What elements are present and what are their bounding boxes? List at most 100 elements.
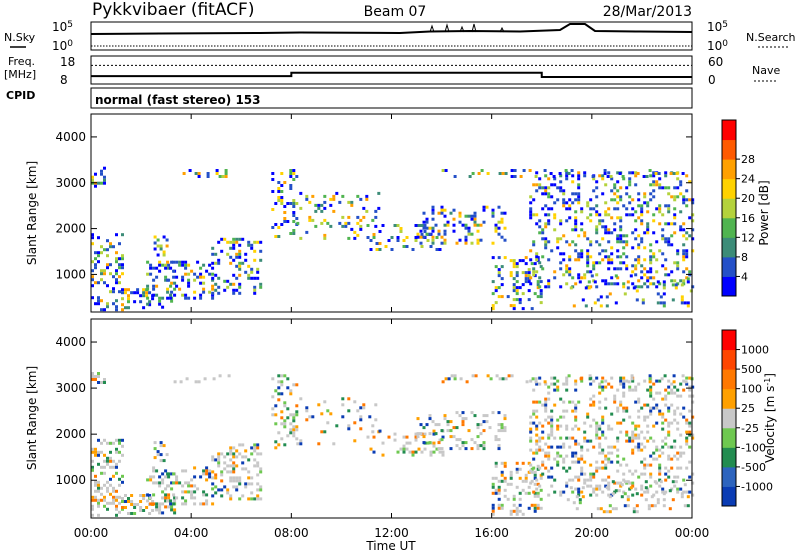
echo-cell [583, 421, 587, 425]
echo-cell [435, 248, 439, 251]
echo-cell [628, 195, 632, 199]
echo-cell [247, 243, 251, 247]
echo-cell [211, 266, 215, 270]
echo-cell [598, 445, 602, 449]
echo-cell [97, 381, 100, 384]
echo-cell [121, 303, 124, 307]
echo-cell [196, 275, 200, 279]
echo-cell [589, 493, 593, 497]
echo-cell [223, 237, 227, 241]
echo-cell [589, 484, 593, 488]
noise-ytick-left-top: 105 [52, 20, 73, 34]
echo-cell [538, 484, 542, 488]
echo-cell [664, 240, 668, 244]
echo-cell [437, 211, 441, 215]
echo-cell [670, 457, 674, 461]
echo-cell [208, 475, 212, 479]
echo-cell [577, 493, 581, 497]
echo-cell [667, 424, 671, 428]
echo-cell [652, 213, 656, 217]
echo-cell [541, 192, 545, 196]
echo-cell [420, 245, 424, 248]
echo-cell [535, 252, 539, 256]
echo-cell [103, 438, 106, 442]
echo-cell [431, 217, 435, 221]
echo-cell [498, 172, 502, 175]
echo-cell [547, 454, 551, 458]
cpid-label: CPID [6, 89, 35, 102]
echo-cell [494, 301, 498, 305]
echo-cell [622, 409, 626, 413]
echo-cell [531, 377, 535, 381]
y-tick-label: 2000 [55, 222, 86, 236]
echo-cell [124, 500, 127, 503]
echo-cell [536, 283, 540, 287]
echo-cell [170, 260, 174, 264]
echo-cell [296, 442, 300, 446]
echo-cell [121, 288, 124, 292]
echo-cell [166, 260, 170, 264]
echo-cell [103, 175, 106, 179]
echo-cell [459, 377, 463, 381]
echo-cell [146, 478, 150, 482]
echo-cell [103, 471, 106, 475]
echo-cell [607, 445, 611, 449]
echo-cell [381, 441, 385, 445]
echo-cell [562, 415, 566, 419]
echo-cell [577, 490, 581, 494]
echo-cell [94, 184, 97, 188]
echo-cell [601, 192, 605, 196]
echo-cell [682, 406, 686, 410]
echo-cell [164, 275, 168, 279]
echo-cell [362, 403, 366, 407]
echo-cell [640, 448, 644, 452]
echo-cell [103, 281, 106, 285]
echo-cell [425, 217, 429, 221]
echo-cell [280, 190, 284, 193]
echo-cell [529, 258, 533, 262]
echo-cell [149, 475, 153, 479]
echo-cell [491, 491, 495, 495]
echo-cell [205, 499, 209, 503]
echo-cell [637, 243, 641, 247]
echo-cell [476, 444, 480, 448]
echo-cell [646, 222, 650, 226]
echo-cell [446, 223, 450, 227]
echo-cell [299, 439, 303, 443]
echo-cell [326, 421, 330, 425]
echo-cell [97, 372, 100, 375]
echo-cell [166, 296, 170, 300]
echo-cell [562, 252, 566, 256]
echo-cell [274, 202, 278, 205]
echo-cell [121, 500, 124, 503]
echo-cell [115, 489, 118, 493]
echo-cell [97, 486, 100, 490]
echo-cell [94, 498, 97, 502]
echo-cell [550, 430, 554, 434]
echo-cell [524, 274, 528, 278]
echo-cell [686, 277, 690, 281]
echo-cell [674, 480, 678, 484]
echo-cell [184, 499, 188, 503]
echo-cell [532, 213, 536, 217]
echo-cell [691, 436, 695, 440]
echo-cell [539, 488, 543, 492]
echo-cell [94, 281, 97, 285]
echo-cell [158, 508, 162, 512]
echo-cell [103, 459, 106, 463]
echo-cell [541, 430, 545, 434]
echo-cell [539, 295, 543, 299]
echo-cell [530, 479, 534, 483]
echo-cell [664, 204, 668, 208]
echo-cell [518, 509, 522, 513]
echo-cell [655, 258, 659, 262]
echo-cell [494, 265, 498, 269]
echo-cell [440, 205, 444, 209]
echo-cell [634, 183, 638, 187]
echo-cell [232, 282, 236, 286]
echo-cell [595, 285, 599, 289]
echo-cell [292, 229, 296, 232]
echo-cell [535, 478, 539, 482]
echo-cell [628, 171, 632, 175]
echo-cell [503, 238, 507, 242]
